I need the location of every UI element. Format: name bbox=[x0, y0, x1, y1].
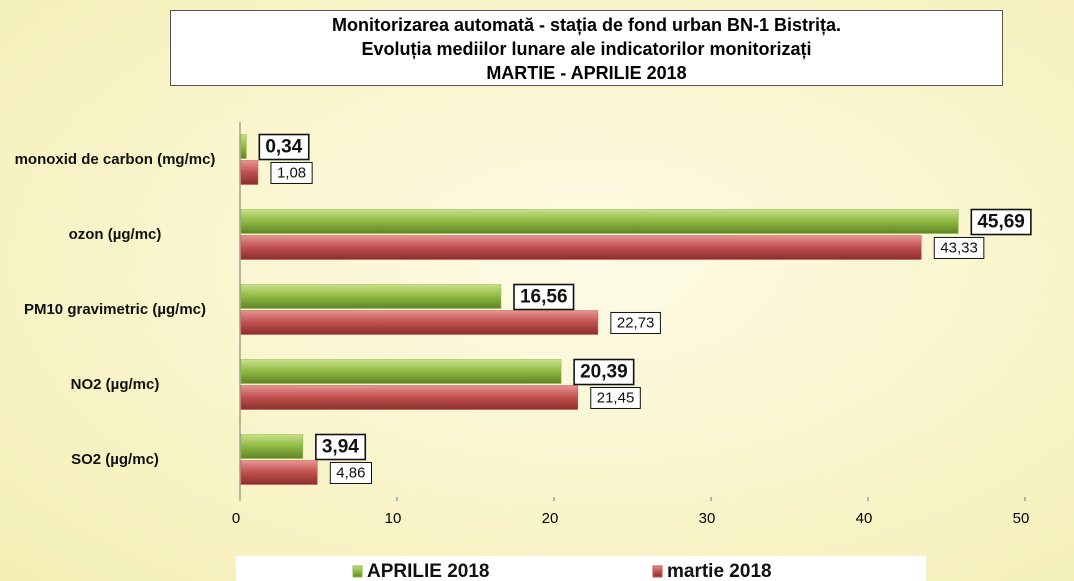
x-tick-label: 30 bbox=[699, 510, 716, 527]
data-label-text: 43,33 bbox=[940, 239, 978, 256]
title-line: Evoluția mediilor lunare ale indicatoril… bbox=[361, 39, 812, 59]
data-label-text: 4,86 bbox=[336, 464, 365, 481]
bar bbox=[240, 134, 247, 159]
bar bbox=[240, 235, 922, 260]
bar bbox=[240, 310, 599, 335]
y-tick-label: NO2 (µg/mc) bbox=[70, 376, 160, 393]
y-tick-label: PM10 gravimetric (µg/mc) bbox=[23, 301, 207, 318]
y-tick-label: SO2 (µg/mc) bbox=[71, 451, 159, 468]
x-tick-label: 40 bbox=[856, 510, 873, 527]
title-line: Monitorizarea automată - stația de fond … bbox=[331, 15, 842, 35]
legend-swatch bbox=[652, 565, 663, 578]
data-label: 0,34 bbox=[258, 133, 310, 161]
x-tick-label: 50 bbox=[1013, 510, 1030, 527]
bar bbox=[240, 460, 318, 485]
bar bbox=[240, 434, 304, 459]
data-label-text: 20,39 bbox=[580, 362, 628, 383]
bar bbox=[240, 385, 579, 410]
x-tick-label: 10 bbox=[385, 510, 402, 527]
data-label: 4,86 bbox=[329, 461, 373, 484]
data-label-box bbox=[315, 433, 367, 461]
bar bbox=[240, 359, 562, 384]
bar bbox=[240, 160, 259, 185]
data-label: 45,69 bbox=[970, 208, 1032, 236]
y-tick-label: monoxid de carbon (mg/mc) bbox=[14, 151, 216, 168]
data-label: 22,73 bbox=[610, 311, 661, 334]
data-label-text: 22,73 bbox=[617, 314, 655, 331]
data-label-box bbox=[258, 133, 310, 161]
legend-bg bbox=[236, 556, 926, 581]
data-label-text: 45,69 bbox=[977, 212, 1025, 233]
data-label: 21,45 bbox=[590, 386, 641, 409]
data-label-text: 0,34 bbox=[265, 137, 302, 158]
data-label: 3,94 bbox=[315, 433, 367, 461]
data-label-text: 1,08 bbox=[277, 164, 306, 181]
data-label-text: 3,94 bbox=[322, 437, 359, 458]
bar bbox=[240, 284, 502, 309]
data-label: 43,33 bbox=[933, 236, 985, 259]
y-tick-label: ozon (µg/mc) bbox=[68, 226, 162, 243]
data-label-box bbox=[933, 236, 985, 259]
data-label-text: 21,45 bbox=[597, 389, 635, 406]
data-label-box bbox=[610, 311, 661, 334]
x-tick-label: 0 bbox=[232, 510, 240, 527]
bar bbox=[240, 209, 959, 234]
data-label: 20,39 bbox=[573, 358, 635, 386]
data-label-box bbox=[590, 386, 641, 409]
data-label-text: 16,56 bbox=[520, 287, 568, 308]
legend-swatch bbox=[352, 565, 363, 578]
data-label: 1,08 bbox=[270, 161, 313, 184]
data-label-box bbox=[573, 358, 635, 386]
legend-label: APRILIE 2018 bbox=[367, 561, 490, 581]
data-label-box bbox=[970, 208, 1032, 236]
x-tick-label: 20 bbox=[542, 510, 559, 527]
data-label-box bbox=[513, 283, 575, 311]
data-label-box bbox=[270, 161, 313, 184]
data-label-box bbox=[329, 461, 373, 484]
data-label: 16,56 bbox=[513, 283, 575, 311]
title-line: MARTIE - APRILIE 2018 bbox=[486, 63, 687, 83]
legend-label: martie 2018 bbox=[667, 561, 772, 581]
chart-title: Monitorizarea automată - stația de fond … bbox=[170, 10, 1003, 86]
